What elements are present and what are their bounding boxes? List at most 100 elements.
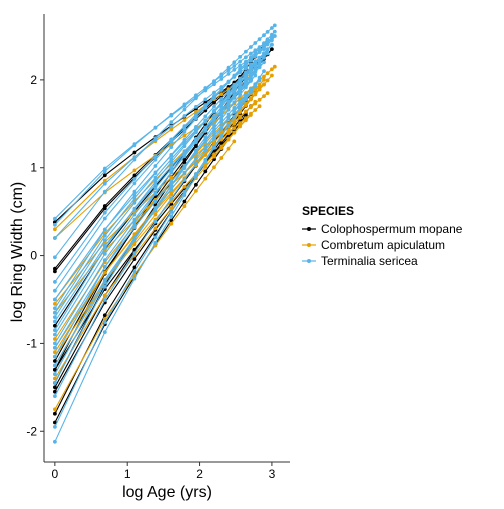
data-point (238, 96, 243, 101)
data-point (232, 67, 237, 72)
legend-label: Combretum apiculatum (321, 238, 445, 252)
data-point (53, 222, 57, 227)
legend: SPECIES Colophospermum mopane Combretum a… (302, 204, 463, 268)
data-point (238, 59, 243, 64)
data-point (219, 100, 224, 105)
data-point (244, 117, 248, 122)
data-point (244, 70, 248, 75)
data-point (102, 313, 107, 318)
y-tick-label: 2 (30, 73, 37, 87)
data-point (53, 297, 57, 302)
data-point (212, 145, 216, 150)
x-ticks: 0 1 2 3 (52, 462, 276, 481)
data-point (169, 124, 174, 129)
data-point (53, 359, 57, 363)
data-point (232, 114, 237, 119)
data-point (182, 102, 187, 107)
legend-key-point (307, 243, 311, 247)
data-point (226, 72, 231, 76)
series-line (54, 83, 256, 349)
data-point (212, 154, 216, 159)
data-point (53, 350, 57, 355)
data-point (212, 123, 216, 128)
data-point (53, 323, 57, 328)
data-point (182, 204, 187, 209)
data-point (203, 148, 208, 153)
data-point (169, 187, 174, 192)
data-point (232, 122, 237, 126)
legend-entry: Colophospermum mopane (302, 222, 463, 236)
data-point (232, 100, 237, 105)
data-point (182, 107, 187, 112)
data-point (270, 32, 274, 37)
data-point (102, 216, 107, 221)
data-point (169, 196, 174, 201)
data-point (253, 73, 258, 78)
data-point (182, 114, 187, 118)
data-point (53, 288, 57, 293)
data-point (244, 103, 248, 108)
data-point (226, 116, 231, 121)
data-point (182, 193, 187, 198)
y-axis-title: log Ring Width (cm) (9, 182, 26, 322)
data-point (270, 36, 274, 41)
data-point (270, 73, 274, 78)
data-point (203, 144, 208, 149)
data-point (219, 126, 224, 131)
data-point (132, 276, 137, 281)
data-point (262, 69, 266, 73)
data-point (244, 85, 248, 90)
data-point (132, 221, 137, 226)
data-point (169, 160, 174, 164)
data-point (102, 227, 107, 232)
y-tick-label: 0 (30, 249, 37, 263)
data-point (253, 41, 258, 45)
data-point (102, 169, 107, 174)
data-point (226, 65, 231, 70)
legend-key-point (307, 227, 311, 231)
data-point (212, 126, 216, 131)
data-point (253, 53, 258, 58)
data-point (132, 265, 137, 270)
data-point (226, 128, 231, 133)
y-ticks: -2 -1 0 1 2 (26, 73, 44, 438)
data-point (169, 192, 174, 197)
data-point (226, 131, 231, 136)
data-point (212, 104, 216, 109)
data-point (212, 109, 216, 113)
data-point (182, 153, 187, 157)
data-point (257, 46, 262, 50)
series-line (54, 75, 256, 375)
data-point (203, 135, 208, 140)
data-point (132, 143, 137, 148)
data-point (226, 123, 231, 128)
data-point (53, 328, 57, 333)
data-point (132, 269, 137, 274)
data-point (203, 97, 208, 102)
data-point (153, 179, 158, 184)
data-point (194, 93, 198, 98)
data-point (257, 61, 262, 66)
data-point (265, 91, 270, 95)
legend-entry: Terminalia sericea (302, 254, 418, 268)
data-point (153, 136, 158, 141)
data-point (182, 170, 187, 175)
data-point (226, 137, 231, 142)
data-point (53, 255, 57, 260)
data-point (257, 75, 262, 80)
data-point (203, 176, 208, 181)
data-point (102, 298, 107, 302)
data-point (265, 51, 270, 56)
data-point (53, 407, 57, 412)
data-point (53, 310, 57, 315)
data-point (249, 65, 253, 69)
data-point (253, 99, 258, 104)
data-point (253, 67, 258, 72)
data-point (53, 319, 57, 324)
data-point (102, 178, 107, 183)
data-point (212, 82, 216, 87)
data-point (102, 293, 107, 298)
y-tick-label: -2 (26, 424, 37, 438)
data-point (219, 97, 224, 101)
data-point (203, 159, 208, 164)
